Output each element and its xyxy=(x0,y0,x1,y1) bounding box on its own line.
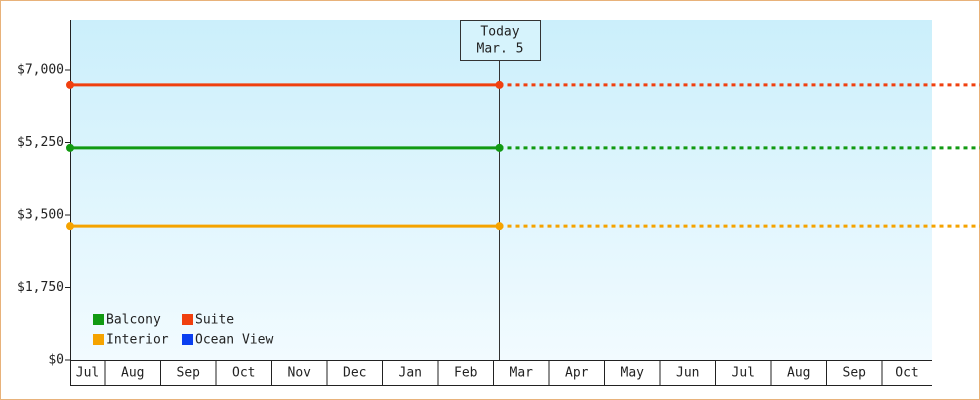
x-tick-label: Sep xyxy=(177,366,201,381)
plot-area xyxy=(70,20,932,360)
legend-label: Ocean View xyxy=(195,333,273,348)
today-date: Mar. 5 xyxy=(477,42,524,57)
x-tick-label: Apr xyxy=(565,366,589,381)
legend-label: Balcony xyxy=(106,313,161,328)
x-tick-label: Sep xyxy=(843,366,867,381)
x-tick-label: Jun xyxy=(676,366,699,381)
legend-label: Interior xyxy=(106,333,169,348)
x-tick-label: Jul xyxy=(76,366,99,381)
point xyxy=(495,80,504,89)
y-tick-label: $1,750 xyxy=(17,280,64,295)
legend-label: Suite xyxy=(195,313,234,328)
x-tick-label: Oct xyxy=(232,366,255,381)
x-tick-label: Dec xyxy=(343,366,366,381)
legend-swatch xyxy=(182,334,193,345)
point xyxy=(66,80,74,89)
x-tick-label: Nov xyxy=(288,366,312,381)
y-tick-label: $5,250 xyxy=(17,135,64,150)
x-tick-label: Feb xyxy=(454,366,478,381)
y-tick-label: $0 xyxy=(48,353,64,368)
today-title: Today xyxy=(480,25,519,40)
y-tick-label: $7,000 xyxy=(17,63,64,78)
x-tick-label: Aug xyxy=(787,366,810,381)
today-box xyxy=(460,20,541,61)
x-tick-label: May xyxy=(621,366,645,381)
x-tick-label: Aug xyxy=(121,366,144,381)
point xyxy=(66,143,74,152)
legend-swatch xyxy=(93,314,104,325)
point xyxy=(495,222,504,231)
x-tick-label: Oct xyxy=(895,366,918,381)
x-tick-label: Mar xyxy=(510,366,534,381)
point xyxy=(495,143,504,152)
x-tick-label: Jan xyxy=(399,366,422,381)
y-tick-label: $3,500 xyxy=(17,208,64,223)
legend-swatch xyxy=(93,334,104,345)
point xyxy=(66,222,74,231)
x-tick-label: Jul xyxy=(732,366,755,381)
legend-swatch xyxy=(182,314,193,325)
